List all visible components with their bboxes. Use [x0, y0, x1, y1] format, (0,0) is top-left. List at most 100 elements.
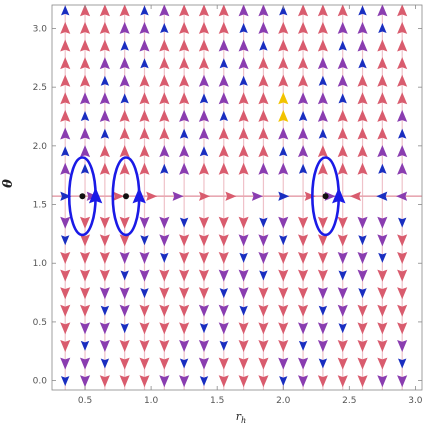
field-arrow	[120, 270, 129, 281]
field-arrow	[99, 57, 110, 70]
field-arrow	[119, 109, 130, 122]
field-arrow	[99, 375, 110, 388]
field-arrow	[60, 92, 71, 105]
x-tick-label: 1.5	[210, 396, 224, 406]
y-tick-label: 3.0	[33, 24, 48, 34]
field-arrow	[239, 305, 248, 316]
field-arrow	[99, 340, 110, 352]
field-arrow	[298, 163, 308, 174]
field-arrow	[377, 4, 388, 17]
field-arrow	[238, 92, 249, 105]
vector-field-layer	[52, 4, 422, 390]
field-arrow	[119, 287, 130, 300]
field-arrow	[357, 162, 368, 175]
field-arrow	[357, 109, 368, 122]
field-arrow	[337, 375, 348, 388]
field-arrow	[337, 216, 348, 229]
equator-arrow	[349, 191, 361, 201]
field-arrow	[80, 92, 91, 105]
field-arrow	[378, 23, 387, 33]
field-arrow	[338, 40, 347, 51]
field-arrow	[218, 127, 229, 140]
field-arrow	[179, 358, 189, 369]
field-arrow	[278, 287, 289, 300]
field-arrow	[278, 74, 289, 87]
field-arrow	[337, 340, 348, 352]
field-arrow	[337, 252, 348, 264]
field-arrow	[218, 4, 229, 17]
field-arrow	[278, 162, 289, 175]
field-arrow	[317, 340, 328, 352]
field-arrow	[298, 357, 309, 370]
field-arrow	[119, 216, 130, 229]
contour-arrow	[88, 187, 103, 204]
field-arrow	[238, 216, 249, 229]
field-arrow	[179, 234, 190, 247]
field-arrow	[298, 322, 309, 335]
field-arrow	[140, 5, 149, 16]
field-arrow	[179, 39, 190, 52]
field-arrow	[258, 145, 269, 158]
field-arrow	[377, 304, 388, 317]
field-arrow	[199, 323, 209, 334]
y-axis-label: θ	[1, 179, 16, 188]
field-arrow	[179, 217, 189, 228]
field-arrow	[139, 145, 150, 158]
field-arrow	[198, 252, 209, 264]
field-arrow	[218, 304, 229, 317]
field-arrow	[80, 74, 91, 87]
field-arrow	[80, 216, 91, 229]
field-arrow	[159, 322, 170, 335]
field-arrow	[218, 74, 229, 87]
field-arrow	[218, 269, 229, 282]
x-tick-label: 2.5	[342, 396, 356, 406]
field-arrow	[119, 162, 130, 175]
field-arrow	[279, 146, 288, 157]
field-arrow	[80, 269, 91, 282]
field-arrow	[238, 269, 249, 282]
field-arrow	[278, 109, 289, 122]
equator-arrow	[113, 191, 125, 201]
field-arrow	[338, 270, 347, 281]
field-arrow	[258, 304, 269, 317]
field-arrow	[258, 322, 269, 335]
field-arrow	[99, 252, 110, 264]
field-arrow	[119, 57, 130, 70]
field-arrow	[298, 57, 309, 70]
field-arrow	[259, 40, 268, 51]
field-arrow	[298, 234, 309, 247]
field-arrow	[60, 340, 71, 352]
field-arrow	[278, 340, 289, 352]
field-arrow	[80, 111, 90, 121]
field-arrow	[398, 217, 407, 228]
field-arrow	[99, 4, 110, 17]
field-arrow	[377, 74, 388, 87]
field-arrow	[357, 127, 368, 140]
field-arrow	[258, 234, 269, 247]
field-arrow	[179, 340, 190, 352]
field-arrow	[80, 304, 91, 317]
field-arrow	[357, 357, 368, 370]
field-arrow	[317, 375, 328, 388]
field-arrow	[219, 340, 228, 351]
field-arrow	[218, 375, 229, 388]
field-arrow	[357, 145, 368, 158]
field-arrow	[60, 322, 71, 335]
field-arrow	[139, 322, 150, 335]
field-arrow	[120, 40, 129, 51]
field-arrow	[198, 304, 209, 317]
equator-arrow	[60, 191, 72, 201]
field-arrow	[238, 322, 249, 335]
field-arrow	[397, 234, 408, 247]
field-arrow	[198, 269, 209, 282]
field-arrow	[179, 92, 190, 105]
field-arrow	[119, 21, 130, 34]
field-arrow	[357, 375, 368, 388]
y-tick-label: 1.5	[33, 201, 47, 211]
field-arrow	[278, 216, 289, 229]
field-arrow	[139, 92, 150, 105]
field-arrow	[318, 305, 328, 316]
field-arrow	[258, 21, 269, 34]
field-arrow	[238, 234, 249, 247]
field-arrow	[219, 58, 228, 69]
